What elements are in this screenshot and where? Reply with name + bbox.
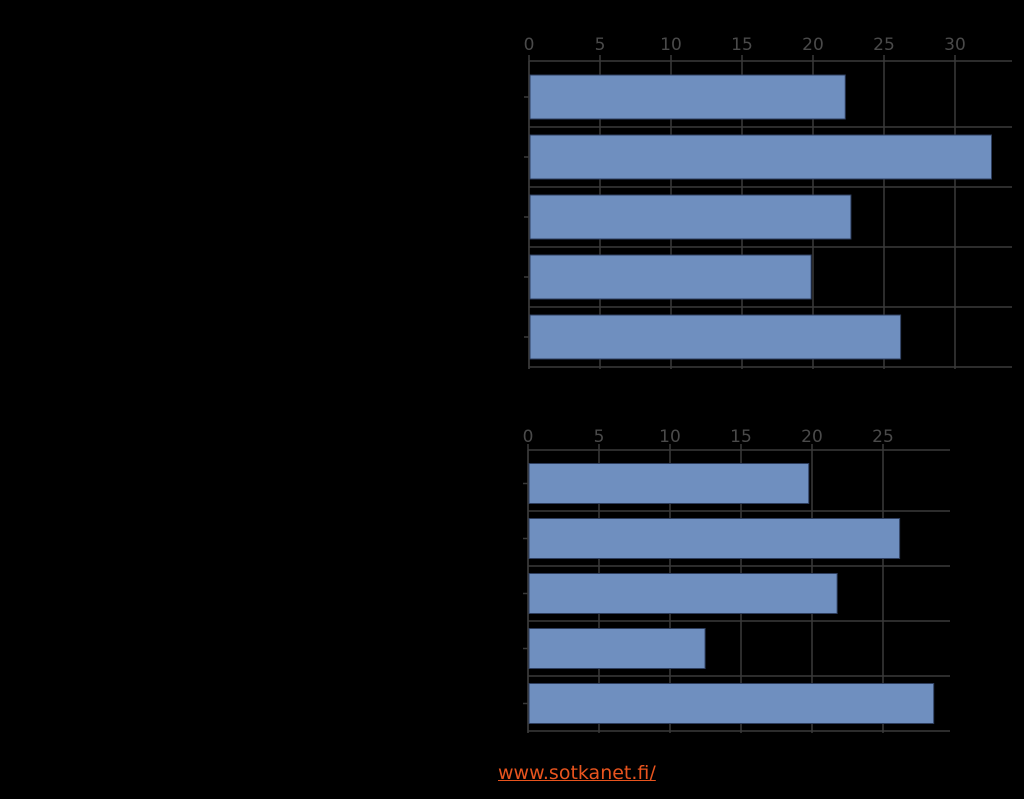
bar bbox=[528, 628, 706, 669]
chart-2-group: 0 5 10 15 20 25 bbox=[523, 427, 950, 733]
tick-label: 20 bbox=[801, 427, 823, 447]
bar bbox=[529, 254, 812, 300]
bar bbox=[529, 74, 846, 120]
chart-top: 0 5 10 15 20 25 30 bbox=[524, 35, 1012, 369]
tick-label: 0 bbox=[523, 427, 534, 447]
bar bbox=[528, 683, 935, 724]
tick-label: 0 bbox=[524, 35, 535, 55]
bar bbox=[528, 463, 810, 504]
tick-label: 30 bbox=[944, 35, 966, 55]
tick-label: 25 bbox=[872, 427, 894, 447]
chart-1-group: 0 5 10 15 20 25 30 bbox=[524, 35, 1012, 369]
bar bbox=[529, 194, 852, 240]
tick-label: 15 bbox=[731, 35, 753, 55]
tick-label: 10 bbox=[660, 35, 682, 55]
tick-label: 20 bbox=[802, 35, 824, 55]
tick-label: 5 bbox=[595, 35, 606, 55]
tick-label: 15 bbox=[730, 427, 752, 447]
bar bbox=[528, 573, 838, 614]
bar bbox=[529, 314, 902, 360]
tick-label: 10 bbox=[659, 427, 681, 447]
source-link[interactable]: www.sotkanet.fi/ bbox=[498, 762, 656, 784]
tick-label: 5 bbox=[594, 427, 605, 447]
bar bbox=[528, 518, 901, 559]
bar bbox=[529, 134, 992, 180]
tick-label: 25 bbox=[873, 35, 895, 55]
